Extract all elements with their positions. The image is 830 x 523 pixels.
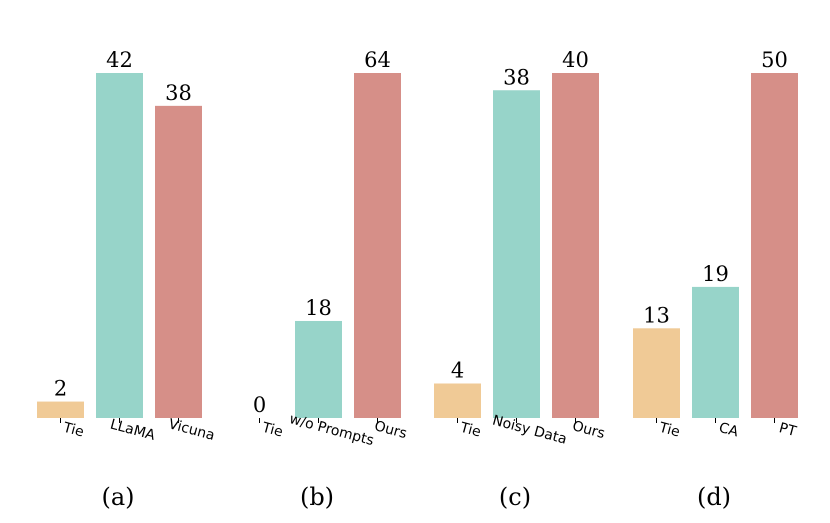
panel-label: (b) [300, 483, 334, 511]
data-label: 13 [643, 303, 670, 327]
bar [434, 383, 481, 418]
bar [354, 73, 401, 418]
bar [155, 105, 202, 418]
data-label: 40 [562, 48, 589, 72]
data-label: 4 [451, 359, 464, 383]
data-label: 50 [761, 48, 788, 72]
x-tick-label: Ours [571, 418, 607, 442]
x-tick-label: CA [717, 420, 740, 441]
x-tick-label: LLaMA [108, 416, 157, 443]
x-tick-label: Tie [260, 419, 285, 440]
x-tick-label: Tie [61, 419, 86, 440]
panel-label: (d) [697, 483, 731, 511]
bar [295, 320, 342, 418]
x-tick-label: Ours [373, 418, 409, 442]
data-label: 2 [54, 377, 67, 401]
bar [633, 328, 680, 418]
x-tick-label: PT [777, 420, 798, 440]
panel-label: (c) [499, 483, 531, 511]
x-tick-label: Tie [657, 419, 682, 440]
data-label: 19 [702, 262, 729, 286]
data-label: 38 [165, 81, 192, 105]
panel-label: (a) [101, 483, 134, 511]
bar [37, 401, 84, 418]
x-tick-label: Vicuna [167, 416, 217, 444]
bar [751, 73, 798, 418]
x-tick-label: Tie [458, 419, 483, 440]
bar [493, 90, 540, 418]
data-label: 64 [364, 48, 391, 72]
bar [692, 286, 739, 418]
data-label: 38 [503, 65, 530, 89]
data-label: 42 [106, 48, 133, 72]
bar [96, 73, 143, 418]
data-label: 0 [253, 393, 266, 417]
bar [552, 73, 599, 418]
data-label: 18 [305, 296, 332, 320]
